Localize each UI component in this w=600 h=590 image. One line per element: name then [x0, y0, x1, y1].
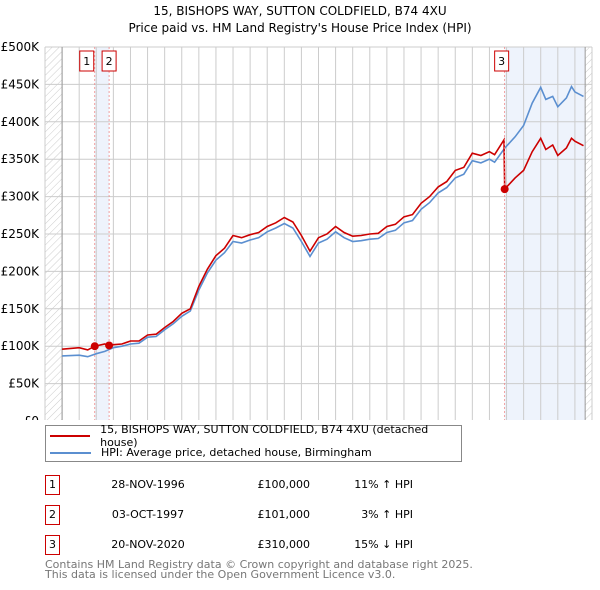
sale-number-badge: 2 [45, 505, 60, 525]
sale-label: 1 [83, 55, 90, 68]
sale-number-badge: 1 [45, 475, 60, 495]
sale-row: 3 20-NOV-2020 £310,000 15% ↓ HPI [45, 535, 445, 555]
sale-hpi-delta: 11% ↑ HPI [354, 478, 413, 491]
legend: 15, BISHOPS WAY, SUTTON COLDFIELD, B74 4… [45, 423, 462, 462]
footer-copyright: Contains HM Land Registry data © Crown c… [45, 558, 473, 571]
chart-title: 15, BISHOPS WAY, SUTTON COLDFIELD, B74 4… [153, 4, 446, 18]
sale-hpi-delta: 15% ↓ HPI [354, 538, 413, 551]
price-chart: 15, BISHOPS WAY, SUTTON COLDFIELD, B74 4… [1, 4, 599, 454]
legend-label: HPI: Average price, detached house, Birm… [101, 446, 372, 459]
sale-label: 3 [498, 55, 505, 68]
footer-licence: This data is licensed under the Open Gov… [45, 568, 396, 581]
legend-swatch-blue [50, 451, 91, 454]
sale-date: 03-OCT-1997 [111, 508, 185, 521]
y-tick-label: £300K [1, 190, 41, 204]
y-tick-label: £150K [1, 302, 41, 316]
sale-price: £310,000 [257, 538, 311, 551]
sale-price: £100,000 [257, 478, 311, 491]
sale-row: 1 28-NOV-1996 £100,000 11% ↑ HPI [45, 475, 445, 495]
sale-price: £101,000 [257, 508, 311, 521]
sale-point [500, 185, 509, 194]
property-price-line [62, 136, 584, 351]
legend-item-hpi: HPI: Average price, detached house, Birm… [50, 444, 372, 461]
y-tick-label: £0 [24, 414, 39, 420]
y-tick-label: £400K [1, 115, 41, 129]
y-tick-label: £250K [1, 227, 41, 241]
legend-item-property: 15, BISHOPS WAY, SUTTON COLDFIELD, B74 4… [50, 423, 461, 449]
y-tick-label: £100K [1, 339, 41, 353]
sale-date: 20-NOV-2020 [111, 538, 185, 551]
sale-date: 28-NOV-1996 [111, 478, 185, 491]
hpi-line [62, 84, 584, 358]
y-tick-label: £450K [1, 77, 41, 91]
y-tick-label: £50K [8, 377, 40, 391]
sale-label-box [101, 50, 117, 72]
y-tick-label: £500K [1, 40, 41, 54]
sale-point [90, 342, 99, 351]
footer: Contains HM Land Registry data © Crown c… [45, 558, 473, 581]
sale-hpi-delta: 3% ↑ HPI [361, 508, 413, 521]
y-tick-label: £350K [1, 152, 41, 166]
chart-subtitle: Price paid vs. HM Land Registry's House … [128, 21, 471, 35]
legend-swatch-red [50, 434, 91, 437]
sale-label-box [494, 50, 510, 72]
sale-number-badge: 3 [45, 535, 60, 555]
sale-row: 2 03-OCT-1997 £101,000 3% ↑ HPI [45, 505, 445, 525]
sale-label: 2 [106, 55, 113, 68]
legend-label: 15, BISHOPS WAY, SUTTON COLDFIELD, B74 4… [100, 422, 429, 449]
sale-point [105, 341, 114, 350]
sale-label-box [79, 50, 95, 72]
y-tick-label: £200K [1, 264, 41, 278]
